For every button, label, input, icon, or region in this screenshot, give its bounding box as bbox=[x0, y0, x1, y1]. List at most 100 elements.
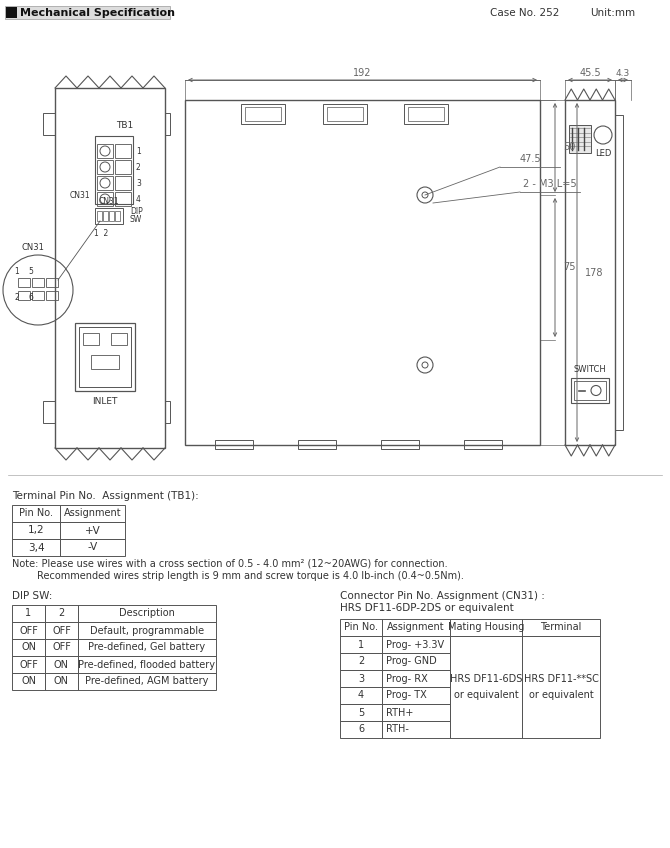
Text: 3: 3 bbox=[136, 178, 141, 187]
Bar bbox=[97, 211, 102, 221]
Bar bbox=[464, 440, 502, 449]
Text: 4: 4 bbox=[358, 690, 364, 700]
Bar bbox=[574, 381, 606, 400]
Bar bbox=[12, 505, 60, 522]
Bar bbox=[165, 401, 170, 423]
Bar bbox=[78, 605, 216, 622]
Bar bbox=[97, 144, 113, 158]
Bar bbox=[18, 291, 30, 300]
Text: Assignment: Assignment bbox=[64, 509, 121, 518]
Text: 45.5: 45.5 bbox=[579, 68, 601, 78]
Text: 47.5: 47.5 bbox=[519, 154, 541, 164]
Text: 4.3: 4.3 bbox=[616, 69, 630, 77]
Bar bbox=[45, 639, 78, 656]
Text: Mechanical Specification: Mechanical Specification bbox=[20, 8, 175, 18]
Bar bbox=[6, 7, 17, 18]
Bar bbox=[75, 323, 135, 391]
Bar bbox=[97, 192, 113, 206]
Text: TB1: TB1 bbox=[117, 121, 133, 131]
Bar bbox=[78, 639, 216, 656]
Bar bbox=[103, 211, 108, 221]
Text: Connector Pin No. Assignment (CN31) :: Connector Pin No. Assignment (CN31) : bbox=[340, 591, 545, 601]
Bar bbox=[45, 673, 78, 690]
Text: Prog- TX: Prog- TX bbox=[386, 690, 427, 700]
Text: HRS DF11-6DS: HRS DF11-6DS bbox=[450, 673, 522, 683]
Text: ON: ON bbox=[21, 643, 36, 652]
Bar bbox=[165, 113, 170, 135]
Bar bbox=[45, 605, 78, 622]
Bar bbox=[60, 522, 125, 539]
Text: Unit:mm: Unit:mm bbox=[590, 8, 635, 18]
Bar bbox=[565, 100, 615, 445]
Bar bbox=[327, 107, 362, 121]
Bar bbox=[12, 673, 45, 690]
Bar bbox=[340, 721, 382, 738]
Bar bbox=[340, 619, 382, 636]
Bar bbox=[12, 639, 45, 656]
Bar bbox=[32, 278, 44, 287]
Text: ON: ON bbox=[54, 660, 69, 670]
Text: 1: 1 bbox=[358, 639, 364, 650]
Bar bbox=[115, 160, 131, 174]
Text: Assignment: Assignment bbox=[387, 622, 445, 633]
Text: Prog- +3.3V: Prog- +3.3V bbox=[386, 639, 444, 650]
Bar bbox=[382, 636, 450, 653]
Text: Terminal: Terminal bbox=[540, 622, 582, 633]
Text: LED: LED bbox=[595, 148, 611, 158]
Bar bbox=[12, 656, 45, 673]
Text: 5: 5 bbox=[358, 707, 364, 717]
Bar bbox=[91, 355, 119, 369]
Text: 2: 2 bbox=[58, 609, 64, 618]
Text: 1: 1 bbox=[136, 147, 141, 155]
Bar bbox=[450, 619, 522, 636]
Bar bbox=[450, 636, 522, 738]
Bar bbox=[340, 687, 382, 704]
Text: Pre-defined, flooded battery: Pre-defined, flooded battery bbox=[78, 660, 216, 670]
Bar bbox=[46, 291, 58, 300]
Text: INLET: INLET bbox=[92, 397, 118, 405]
Text: 1  2: 1 2 bbox=[94, 228, 108, 237]
Bar bbox=[522, 636, 600, 738]
Bar bbox=[241, 104, 285, 124]
Text: DIP SW:: DIP SW: bbox=[12, 591, 52, 601]
Text: 2: 2 bbox=[358, 656, 364, 667]
Text: HRS DF11-6DP-2DS or equivalent: HRS DF11-6DP-2DS or equivalent bbox=[340, 603, 514, 613]
Bar bbox=[83, 333, 99, 345]
Bar bbox=[323, 104, 366, 124]
Text: HRS DF11-**SC: HRS DF11-**SC bbox=[523, 673, 598, 683]
Bar bbox=[382, 653, 450, 670]
Bar bbox=[340, 636, 382, 653]
Bar bbox=[571, 378, 609, 403]
Text: Recommended wires strip length is 9 mm and screw torque is 4.0 lb-inch (0.4~0.5N: Recommended wires strip length is 9 mm a… bbox=[12, 571, 464, 581]
Text: Default, programmable: Default, programmable bbox=[90, 626, 204, 635]
Text: RTH-: RTH- bbox=[386, 724, 409, 734]
Text: Description: Description bbox=[119, 609, 175, 618]
Text: OFF: OFF bbox=[19, 626, 38, 635]
Bar bbox=[111, 333, 127, 345]
Bar bbox=[32, 291, 44, 300]
Text: ON: ON bbox=[21, 677, 36, 687]
Bar bbox=[43, 113, 55, 135]
Text: 2: 2 bbox=[136, 163, 141, 171]
Bar bbox=[46, 278, 58, 287]
Bar bbox=[381, 440, 419, 449]
Text: 3,4: 3,4 bbox=[27, 543, 44, 553]
Text: Pre-defined, Gel battery: Pre-defined, Gel battery bbox=[88, 643, 206, 652]
Bar bbox=[12, 539, 60, 556]
Text: Pre-defined, AGM battery: Pre-defined, AGM battery bbox=[85, 677, 208, 687]
Bar bbox=[45, 622, 78, 639]
Bar bbox=[382, 670, 450, 687]
Bar bbox=[615, 115, 623, 430]
Text: Prog- GND: Prog- GND bbox=[386, 656, 437, 667]
Bar bbox=[340, 704, 382, 721]
Bar bbox=[12, 622, 45, 639]
Text: 5: 5 bbox=[29, 266, 34, 276]
Text: OFF: OFF bbox=[52, 643, 71, 652]
Text: CN31: CN31 bbox=[70, 192, 90, 200]
Text: 1: 1 bbox=[25, 609, 31, 618]
Bar bbox=[109, 211, 114, 221]
Text: 178: 178 bbox=[585, 267, 604, 277]
Bar bbox=[95, 136, 133, 204]
Bar bbox=[382, 619, 450, 636]
Bar bbox=[569, 125, 591, 153]
